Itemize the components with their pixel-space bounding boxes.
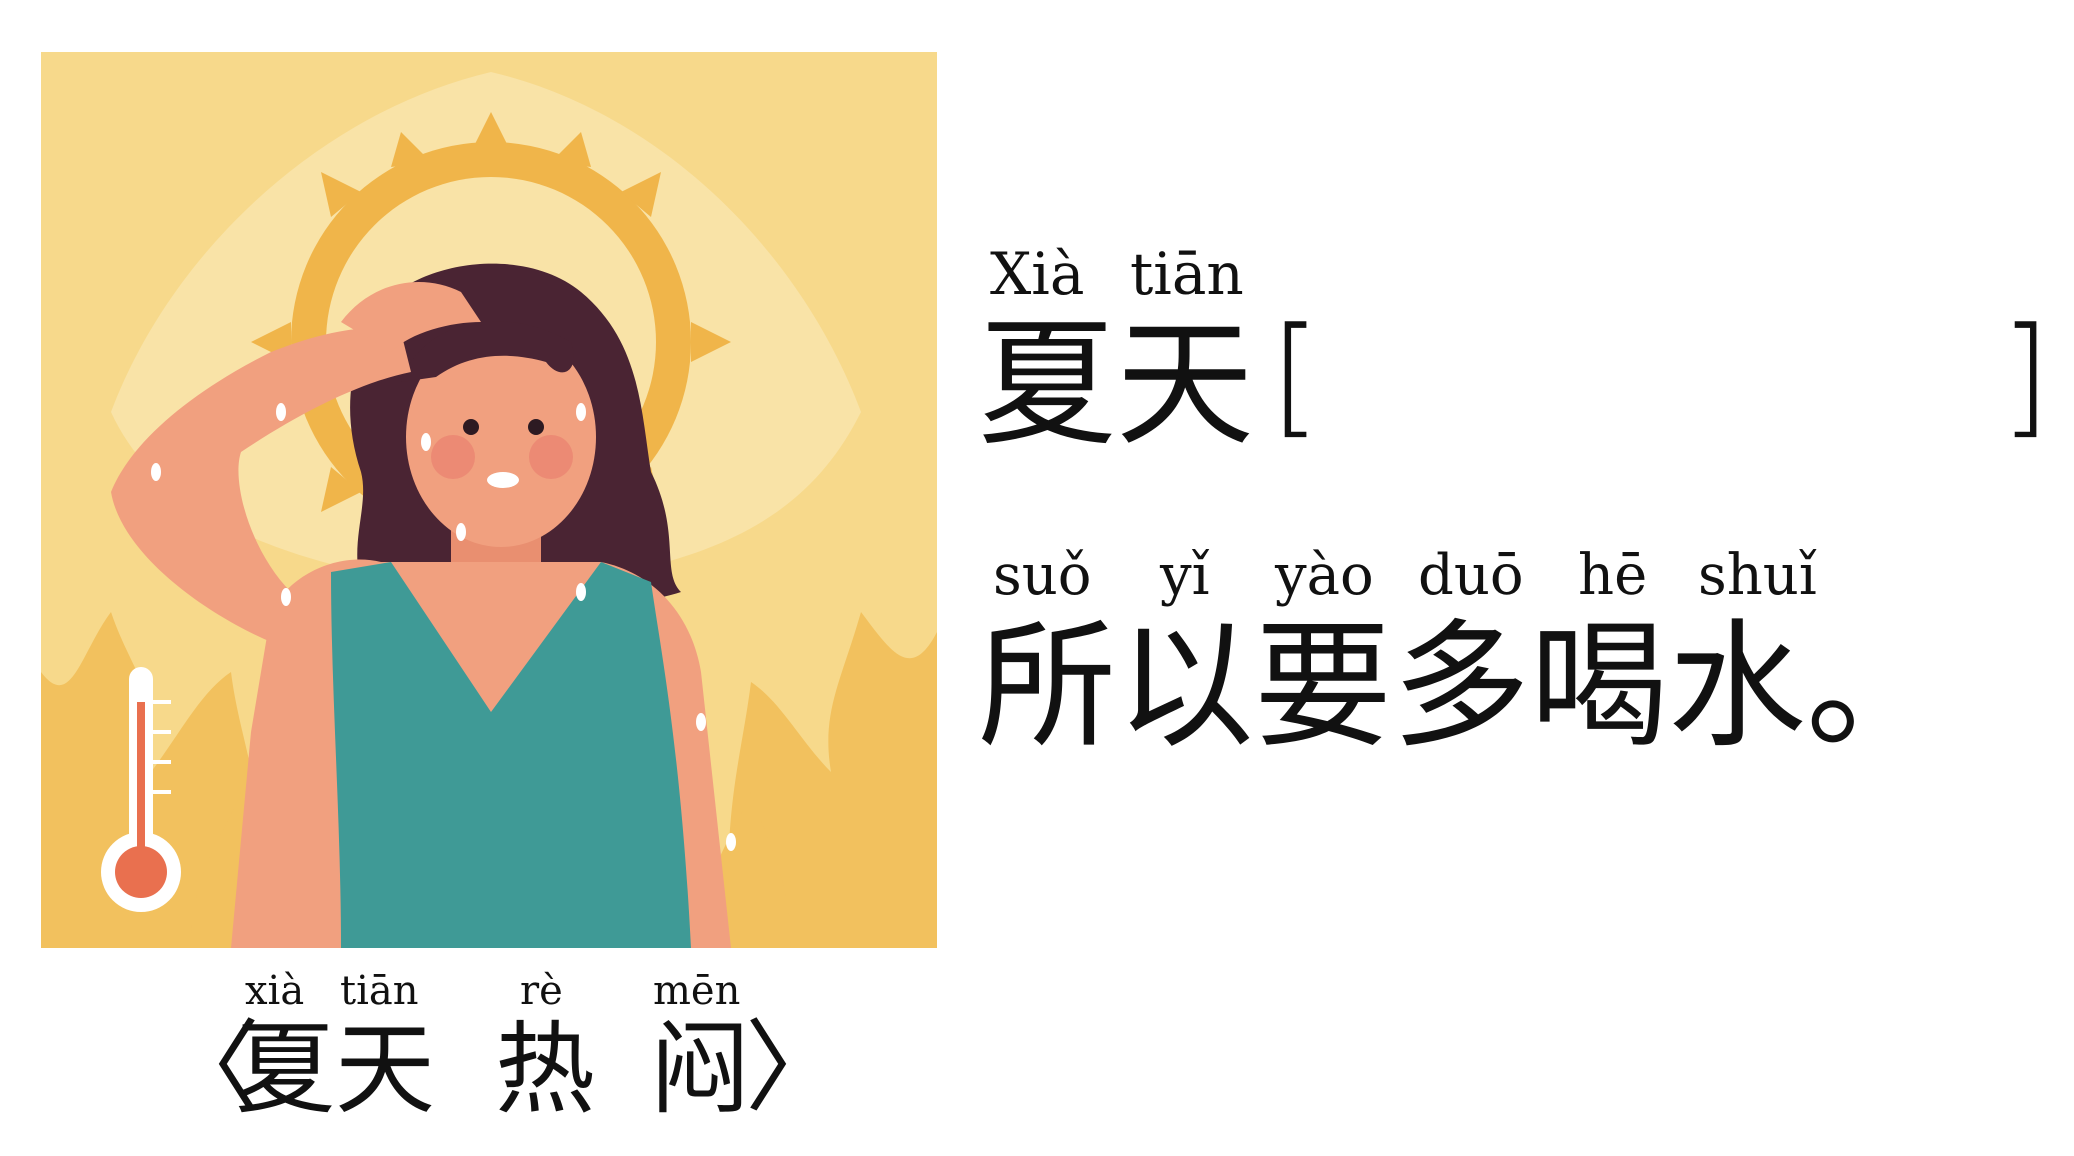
sentence2-char: 喝 (1530, 606, 1669, 767)
caption-char: 天 (335, 1011, 435, 1128)
eye (528, 419, 544, 435)
sentence2-char: 要 (1254, 606, 1393, 767)
hot-woman-illustration (41, 52, 937, 948)
eye (463, 419, 479, 435)
summer-heat-illustration (41, 52, 937, 948)
sentence1-char: 夏 (978, 304, 1117, 465)
image-caption: xià tiān rè mēn 〈 夏 天 热 闷 〉 (160, 968, 845, 1148)
caption-char: 夏 (235, 1011, 335, 1128)
sentence2-pinyin: duō (1418, 543, 1524, 608)
dress (331, 562, 691, 948)
caption-pinyin: mēn (653, 968, 741, 1014)
caption-char: 闷 (650, 1011, 750, 1128)
answer-blank-close-bracket: ] (2000, 299, 2051, 451)
caption-pinyin: rè (520, 968, 563, 1014)
sentence1-pinyin: Xià (990, 240, 1085, 308)
answer-blank-open-bracket: [ (1270, 299, 1321, 451)
sentence2-pinyin: yào (1275, 543, 1374, 608)
face (406, 327, 596, 547)
sentence1-char: 天 (1116, 304, 1255, 465)
thermometer-icon (101, 667, 181, 912)
caption-open-bracket: 〈 (160, 1009, 260, 1126)
sentence2-pinyin: hē (1578, 543, 1648, 608)
sentence2-char: 水 (1668, 606, 1807, 767)
caption-pinyin: xià (245, 968, 305, 1014)
sentence2-pinyin: shuǐ (1698, 543, 1817, 608)
sentence2-pinyin: yǐ (1160, 543, 1210, 608)
sentence2-char: 多 (1392, 606, 1531, 767)
caption-close-bracket: 〉 (745, 1009, 845, 1126)
sentence2-pinyin: suǒ (993, 543, 1092, 608)
cheek (431, 435, 475, 479)
cheek (529, 435, 573, 479)
sentence2-char: 以 (1116, 606, 1255, 767)
sweat-drops (151, 403, 736, 851)
bangs (401, 321, 574, 382)
answer-blank[interactable] (1330, 330, 2000, 450)
caption-pinyin: tiān (340, 968, 419, 1014)
mouth (487, 472, 519, 488)
raised-arm (111, 328, 411, 642)
hand (341, 282, 481, 352)
sentence2-char: 所 (978, 606, 1117, 767)
caption-char: 热 (495, 1011, 595, 1128)
sentence1-pinyin: tiān (1130, 240, 1244, 308)
sentence2-char: 。 (1806, 606, 1945, 767)
